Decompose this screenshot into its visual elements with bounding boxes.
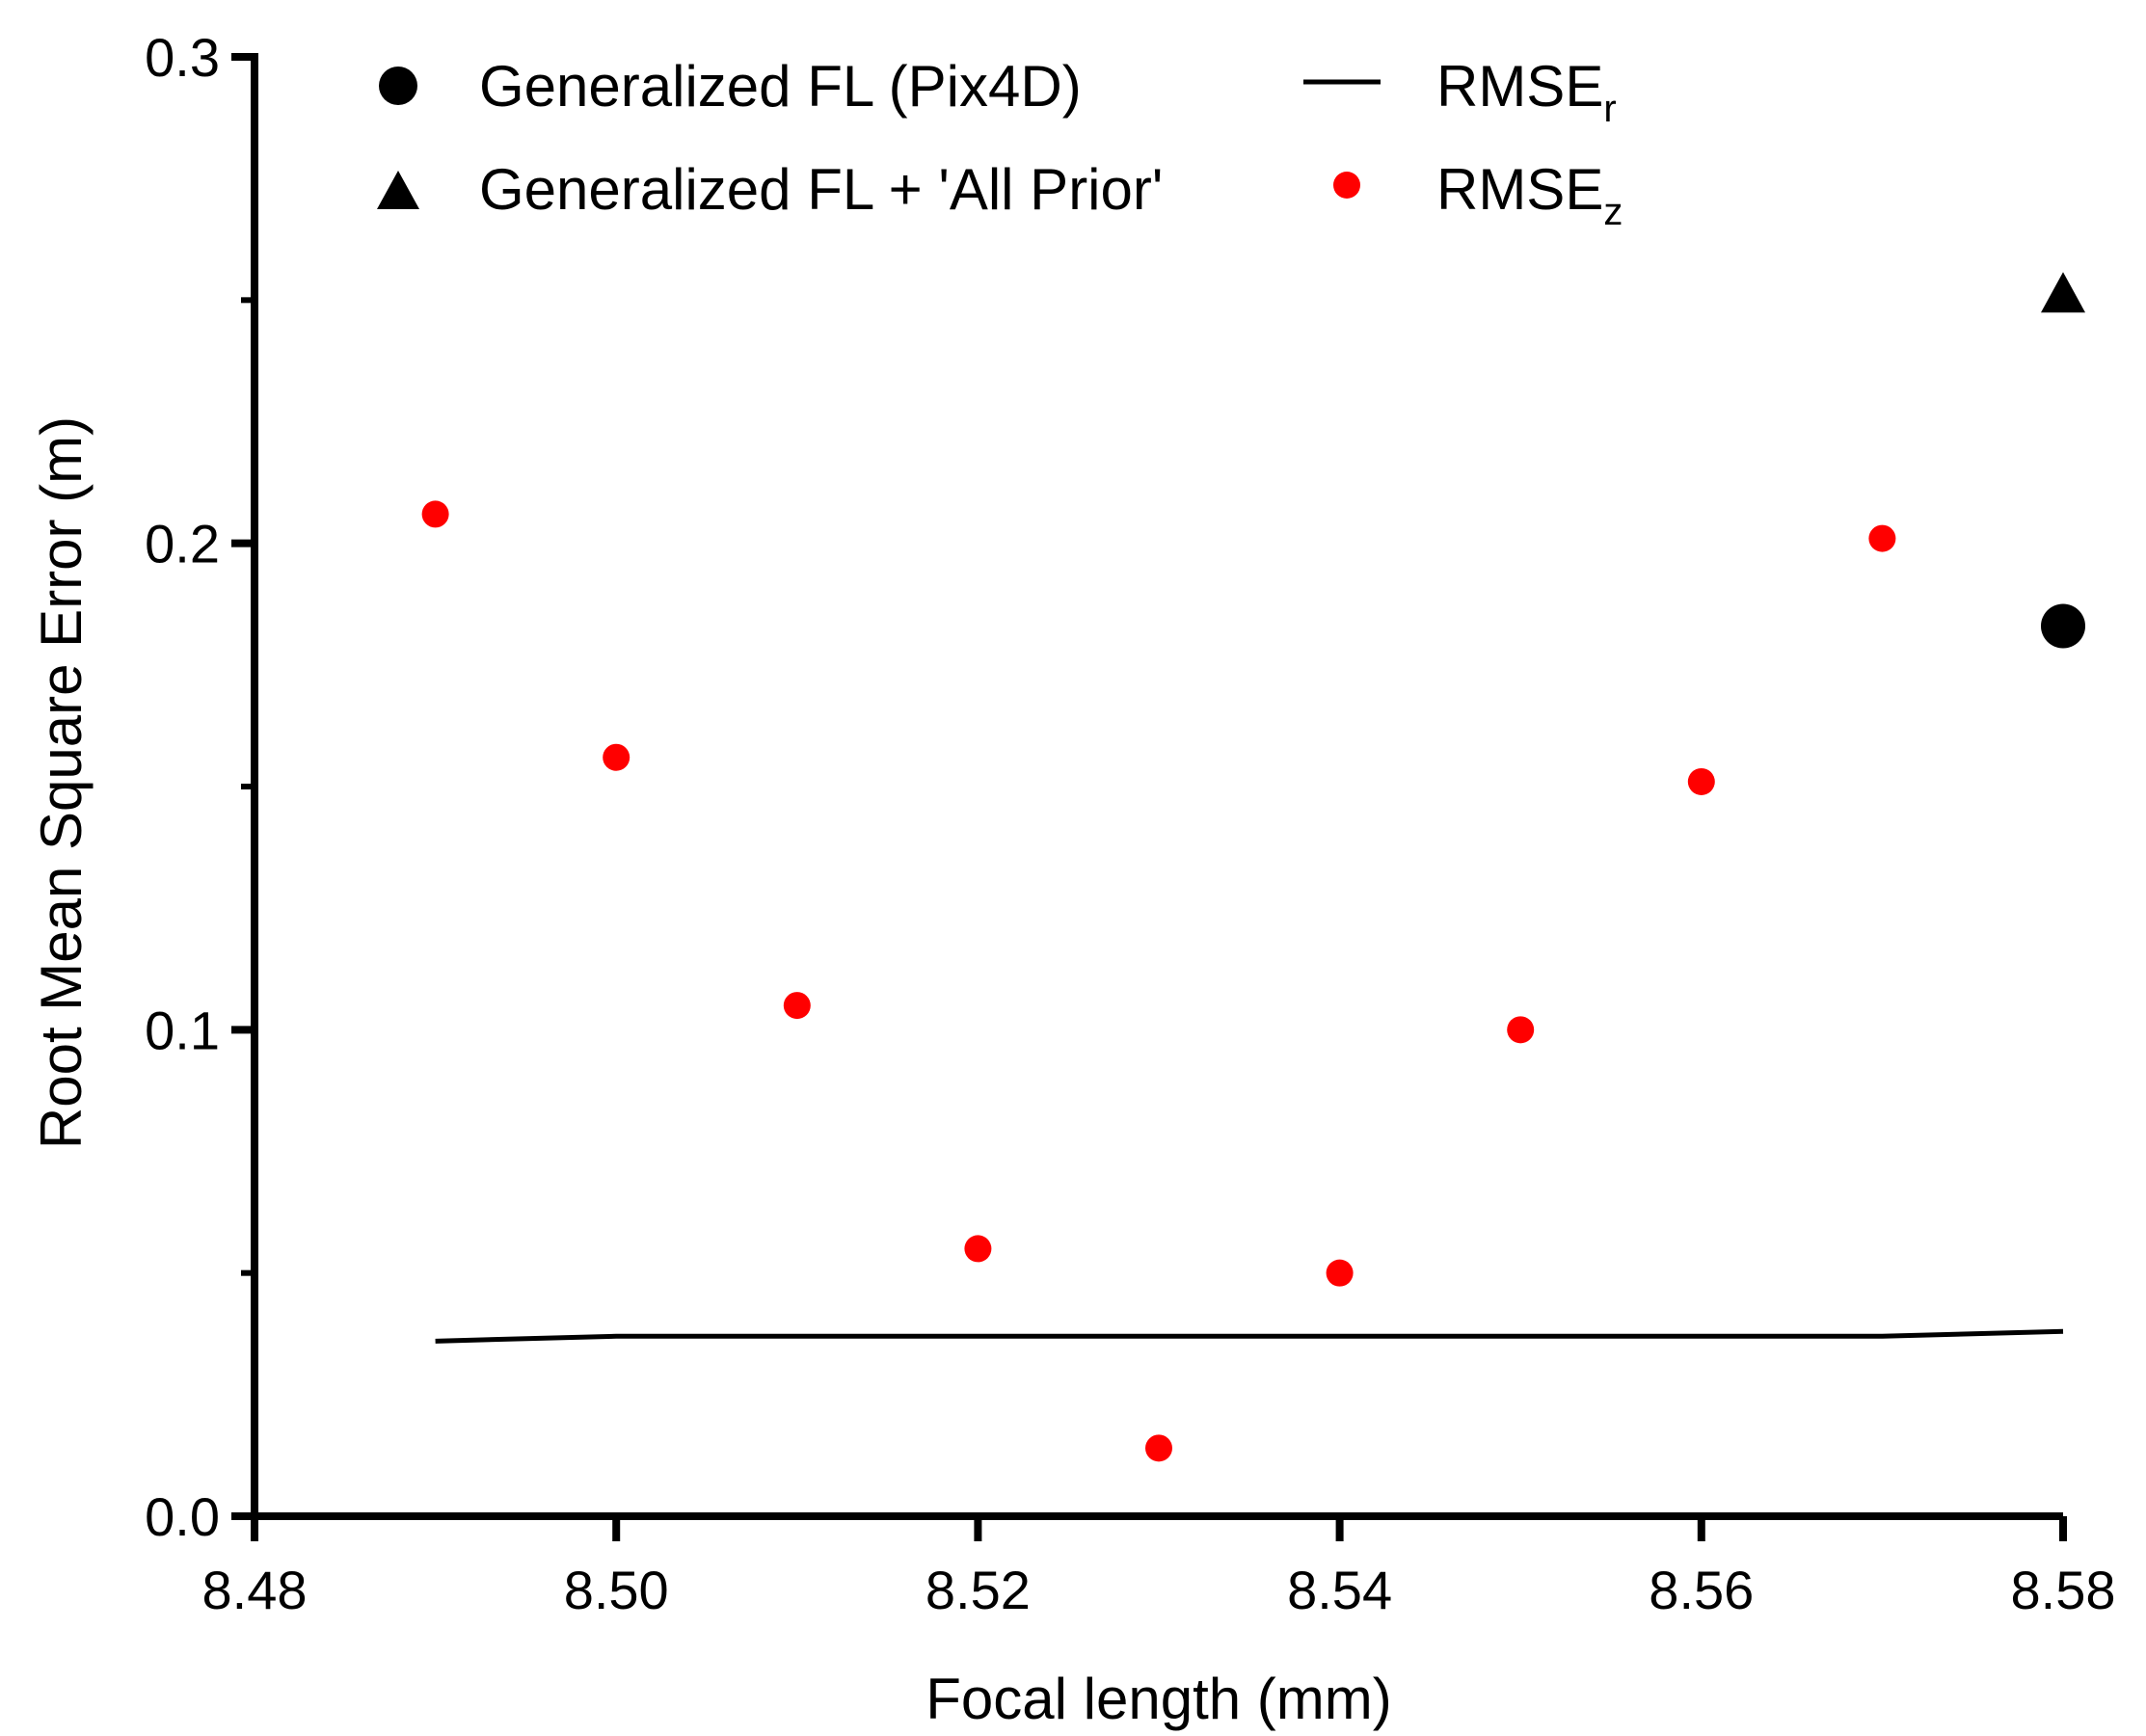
x-tick-label: 8.54 (1287, 1560, 1392, 1620)
legend-item-pix4d: Generalized FL (Pix4D) (379, 54, 1082, 119)
rmse-z-point (1507, 1016, 1535, 1044)
x-tick-label: 8.48 (202, 1560, 308, 1620)
series-generalized-fl-pix4d (2041, 603, 2085, 649)
legend-label-rmse-r-sub: r (1603, 88, 1616, 130)
y-tick-label: 0.3 (145, 27, 220, 88)
legend-label-rmse-r-main: RMSE (1436, 54, 1603, 119)
x-tick-label: 8.52 (925, 1560, 1031, 1620)
legend-label-all-prior: Generalized FL + 'All Prior' (479, 157, 1163, 222)
rmse-z-point (783, 992, 811, 1020)
legend-label-rmse-z: RMSEz (1436, 157, 1623, 233)
rmse-z-point (421, 500, 449, 528)
series-generalized-fl-all-prior (2041, 272, 2085, 313)
rmse-z-point (964, 1235, 992, 1263)
y-tick-label: 0.2 (145, 514, 220, 574)
rmse-z-point (1868, 524, 1896, 552)
legend-label-rmse-z-sub: z (1603, 191, 1623, 233)
rmse-z-point (1326, 1259, 1354, 1287)
legend: Generalized FL (Pix4D) Generalized FL + … (377, 54, 1623, 233)
legend-label-pix4d: Generalized FL (Pix4D) (479, 54, 1082, 119)
rmse-z-point (603, 743, 630, 771)
series-rmse-r (435, 1328, 2064, 1344)
rmse-z-point (1145, 1434, 1172, 1462)
legend-item-rmse-r: RMSEr (1303, 54, 1617, 130)
rmse-z-point (1687, 767, 1715, 795)
series-rmse-z (421, 500, 1896, 1462)
x-tick-label: 8.58 (2011, 1560, 2116, 1620)
legend-marker-circle-black (379, 67, 417, 105)
x-tick-label: 8.56 (1649, 1560, 1754, 1620)
legend-label-rmse-r: RMSEr (1436, 54, 1617, 130)
legend-marker-circle-red (1333, 172, 1360, 199)
axes (251, 53, 2063, 1520)
legend-item-all-prior: Generalized FL + 'All Prior' (377, 157, 1163, 222)
y-axis-ticks: 0.0 0.1 0.2 0.3 (145, 27, 255, 1547)
y-tick-label: 0.1 (145, 1000, 220, 1060)
rmse-r-line (435, 1328, 2064, 1344)
x-axis-ticks: 8.48 8.50 8.52 8.54 8.56 8.58 (202, 1516, 2116, 1620)
legend-marker-triangle-black (377, 171, 419, 209)
all-prior-point (2041, 272, 2085, 313)
y-axis-title: Root Mean Square Error (m) (29, 416, 94, 1149)
x-tick-label: 8.50 (564, 1560, 669, 1620)
legend-item-rmse-z: RMSEz (1333, 157, 1623, 233)
y-tick-label: 0.0 (145, 1486, 220, 1547)
pix4d-point (2041, 603, 2085, 649)
x-axis-title: Focal length (mm) (925, 1667, 1391, 1731)
legend-label-rmse-z-main: RMSE (1436, 157, 1603, 222)
